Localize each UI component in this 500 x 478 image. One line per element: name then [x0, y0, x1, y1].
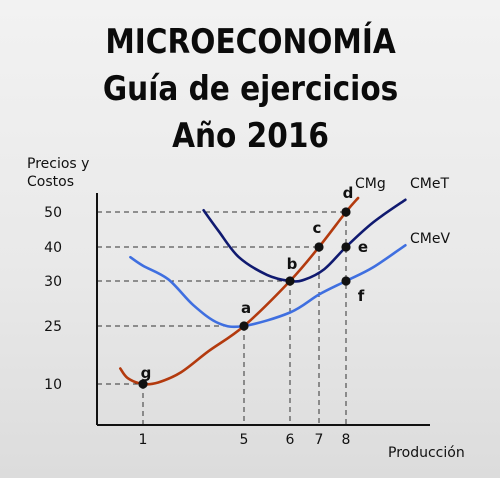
point-e — [341, 242, 351, 252]
point-label-a: a — [241, 299, 251, 317]
point-c — [314, 242, 324, 252]
point-a — [239, 321, 249, 331]
axis-labels: Precios y Costos Producción — [27, 156, 465, 461]
y-tick-label: 10 — [44, 377, 62, 393]
title-line-1: MICROECONOMÍA — [105, 22, 396, 62]
x-tick-label: 6 — [286, 432, 295, 448]
y-axis-label-line-2: Costos — [27, 174, 74, 190]
point-label-d: d — [343, 184, 354, 202]
title-line-3: Año 2016 — [172, 116, 330, 156]
x-tick-label: 8 — [342, 432, 351, 448]
point-d — [341, 207, 351, 217]
point-f — [341, 276, 351, 286]
y-tick-label: 40 — [44, 240, 62, 256]
x-tick-label: 5 — [240, 432, 249, 448]
x-tick-label: 1 — [139, 432, 148, 448]
tick-labels: 1 5 6 7 8 10 25 30 40 50 — [44, 205, 350, 448]
y-axis-label-line-1: Precios y — [27, 156, 89, 172]
y-tick-label: 50 — [44, 205, 62, 221]
point-label-e: e — [358, 238, 368, 256]
point-label-c: c — [313, 219, 322, 237]
reference-lines — [97, 211, 347, 425]
series-label-cmg: CMg — [355, 176, 386, 192]
point-b — [285, 276, 295, 286]
title-line-2: Guía de ejercicios — [102, 69, 399, 109]
y-tick-label: 30 — [44, 274, 62, 290]
x-axis-label: Producción — [388, 445, 465, 461]
point-label-b: b — [287, 255, 298, 273]
curve-cmet — [202, 198, 407, 283]
point-label-f: f — [358, 287, 365, 305]
title-block: MICROECONOMÍA Guía de ejercicios Año 201… — [0, 0, 500, 160]
series-label-cmev: CMeV — [410, 231, 450, 247]
points: g a bc d e f — [138, 184, 368, 389]
axes — [96, 193, 430, 426]
series-label-cmet: CMeT — [410, 176, 449, 192]
point-g — [138, 379, 148, 389]
series-labels: CMg CMeT CMeV — [355, 176, 450, 247]
x-tick-label: 7 — [315, 432, 324, 448]
y-tick-label: 25 — [44, 319, 62, 335]
point-label-g: g — [141, 364, 152, 382]
